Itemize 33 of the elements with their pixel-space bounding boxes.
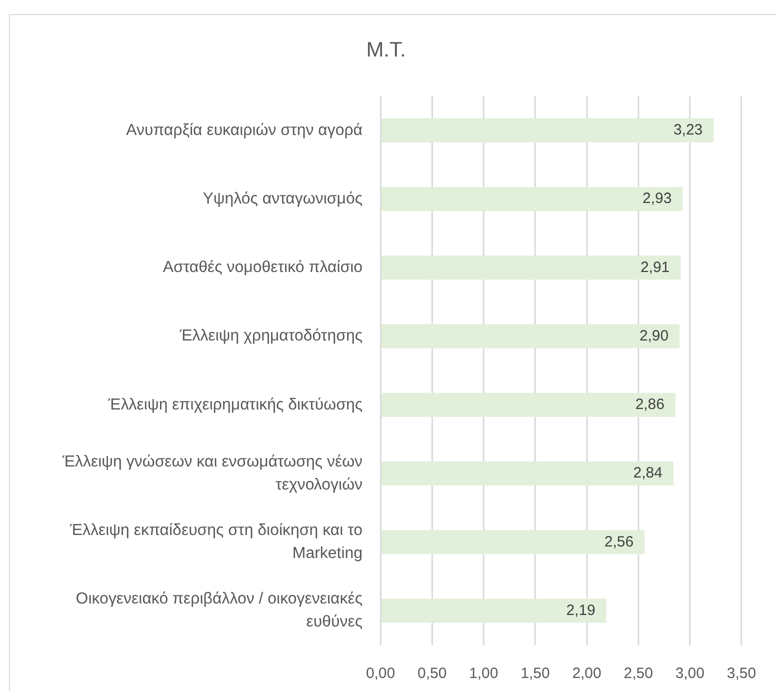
bar bbox=[381, 392, 676, 417]
y-tick-label: Ασταθές νομοθετικό πλαίσιο bbox=[162, 259, 363, 276]
data-label: 2,91 bbox=[640, 258, 670, 276]
x-tick-label: 2,00 bbox=[572, 665, 602, 682]
x-tick-label: 0,50 bbox=[418, 665, 447, 682]
bar bbox=[381, 530, 645, 554]
y-tick-label: Έλλειψη εκπαίδευσης στη διοίκηση και το Marketing bbox=[69, 522, 363, 562]
x-tick-label: 3,00 bbox=[675, 665, 704, 682]
y-tick-label: Ανυπαρξία ευκαιριών στην αγορά bbox=[126, 122, 363, 139]
y-tick-label: Έλλειψη γνώσεων και ενσωμάτωσης νέων τεχνολογιών bbox=[62, 453, 363, 494]
y-tick-label: Υψηλός ανταγωνισμός bbox=[202, 190, 363, 208]
data-label: 2,84 bbox=[633, 464, 662, 482]
data-label: 2,93 bbox=[642, 190, 672, 208]
bar bbox=[381, 462, 674, 486]
bar bbox=[381, 118, 714, 142]
bar bbox=[381, 256, 681, 280]
x-tick-label: 3,50 bbox=[726, 665, 756, 682]
data-label: 3,23 bbox=[673, 122, 703, 139]
y-tick-label: Οικογενειακό περιβάλλον / οικογενειακές ευθύνες bbox=[76, 590, 363, 631]
data-label: 2,19 bbox=[566, 602, 596, 619]
data-label: 2,90 bbox=[639, 327, 669, 344]
chart-title: Μ.Τ. bbox=[366, 38, 406, 62]
data-label: 2,56 bbox=[604, 533, 634, 550]
data-label: 2,86 bbox=[635, 396, 664, 414]
x-tick-label: 1,50 bbox=[520, 665, 550, 682]
x-tick-label: 0,00 bbox=[366, 665, 396, 682]
y-tick-label: Έλλειψη χρηματοδότησης bbox=[178, 328, 363, 345]
bar bbox=[381, 324, 680, 348]
x-tick-label: 1,00 bbox=[469, 665, 498, 682]
x-tick-label: 2,50 bbox=[624, 665, 653, 682]
bar bbox=[381, 598, 606, 623]
bar bbox=[381, 187, 683, 212]
y-tick-label: Έλλειψη επιχειρηματικής δικτύωσης bbox=[107, 396, 363, 414]
